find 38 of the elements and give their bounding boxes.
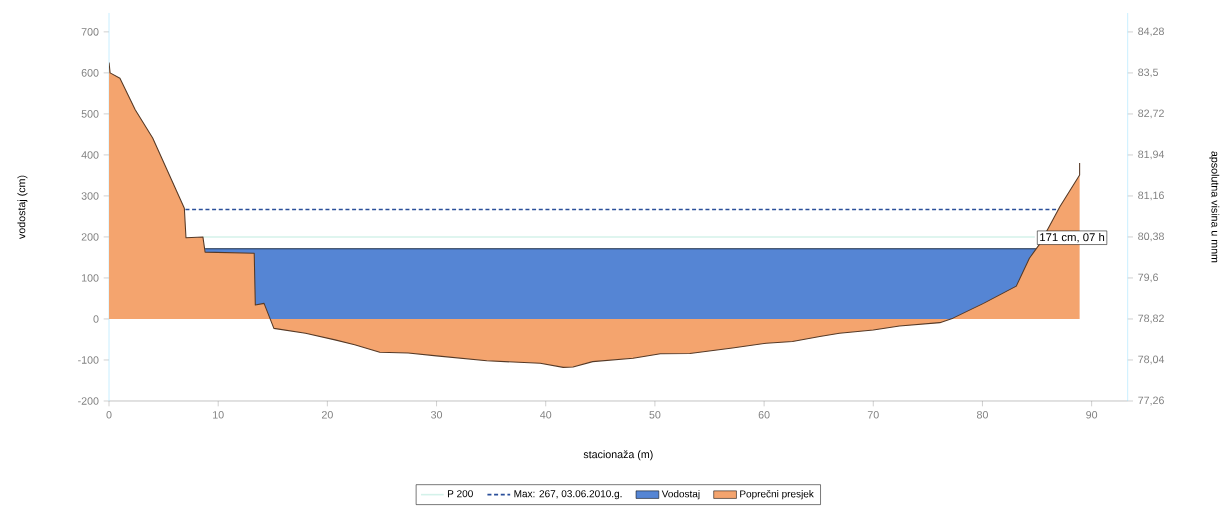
x-tick-label: 0 bbox=[106, 411, 112, 419]
x-tick-label: 60 bbox=[758, 411, 770, 419]
y2-tick-label: 81,16 bbox=[1138, 191, 1164, 201]
y2-tick-label: 83,5 bbox=[1138, 68, 1159, 78]
y2-tick-label: 84,28 bbox=[1138, 27, 1164, 37]
y2-tick-label: 78,04 bbox=[1138, 355, 1165, 365]
x-axis-title: stacionaža (m) bbox=[583, 450, 653, 461]
y-tick-label: 400 bbox=[81, 151, 99, 159]
y-tick-label: 200 bbox=[81, 233, 99, 241]
y-tick-label: -100 bbox=[78, 356, 99, 364]
y-tick-label: 0 bbox=[93, 315, 99, 323]
annotation: 171 cm, 07 h bbox=[1040, 232, 1105, 243]
legend-label: P 200 bbox=[447, 490, 473, 498]
y2-tick-label: 82,72 bbox=[1138, 109, 1164, 119]
x-tick-label: 10 bbox=[213, 411, 224, 419]
y-tick-label: -200 bbox=[78, 397, 99, 405]
y-tick-label: 700 bbox=[81, 28, 99, 36]
x-tick-label: 70 bbox=[867, 411, 879, 419]
legend-label: Max: 267, 03.06.2010.g. bbox=[514, 490, 622, 500]
y2-tick-label: 78,82 bbox=[1138, 314, 1164, 324]
y-tick-label: 100 bbox=[81, 274, 99, 282]
x-tick-label: 20 bbox=[321, 411, 333, 419]
y2-tick-label: 80,38 bbox=[1138, 232, 1164, 242]
y2-axis-title: apsolutna visina u mnm bbox=[1209, 151, 1220, 263]
y2-tick-label: 81,94 bbox=[1138, 150, 1165, 160]
x-tick-label: 40 bbox=[540, 411, 552, 419]
y-tick-label: 600 bbox=[81, 69, 99, 77]
legend-label: Vodostaj bbox=[661, 490, 700, 500]
y-axis-title: vodostaj (cm) bbox=[17, 175, 28, 239]
x-tick-label: 90 bbox=[1086, 411, 1098, 419]
y2-tick-label: 79,6 bbox=[1138, 273, 1159, 283]
x-tick-label: 80 bbox=[976, 411, 988, 419]
legend-label: Poprečni presjek bbox=[740, 490, 814, 500]
y2-tick-label: 77,26 bbox=[1138, 396, 1164, 406]
x-tick-label: 30 bbox=[431, 411, 443, 419]
y-tick-label: 300 bbox=[81, 192, 99, 200]
y-tick-label: 500 bbox=[81, 110, 99, 118]
x-tick-label: 50 bbox=[649, 411, 661, 419]
